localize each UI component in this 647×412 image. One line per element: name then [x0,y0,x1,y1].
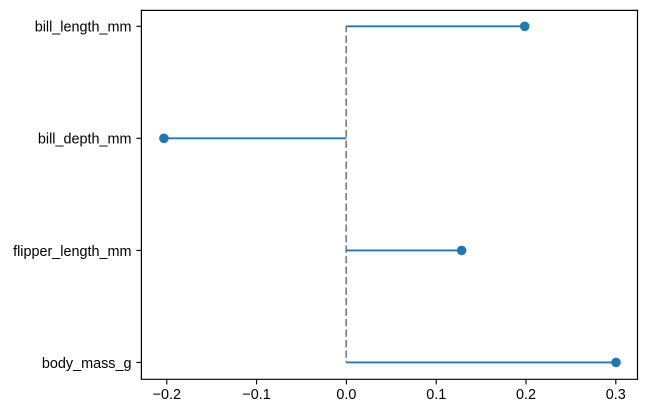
svg-text:bill_length_mm: bill_length_mm [35,20,132,36]
svg-text:body_mass_g: body_mass_g [42,356,132,372]
svg-text:0.0: 0.0 [336,387,356,403]
svg-text:0.2: 0.2 [516,387,536,403]
svg-text:−0.1: −0.1 [242,387,270,403]
svg-text:bill_depth_mm: bill_depth_mm [38,132,132,148]
svg-text:0.3: 0.3 [606,387,626,403]
svg-text:flipper_length_mm: flipper_length_mm [13,244,131,260]
svg-text:−0.2: −0.2 [153,387,181,403]
svg-text:0.1: 0.1 [426,387,446,403]
